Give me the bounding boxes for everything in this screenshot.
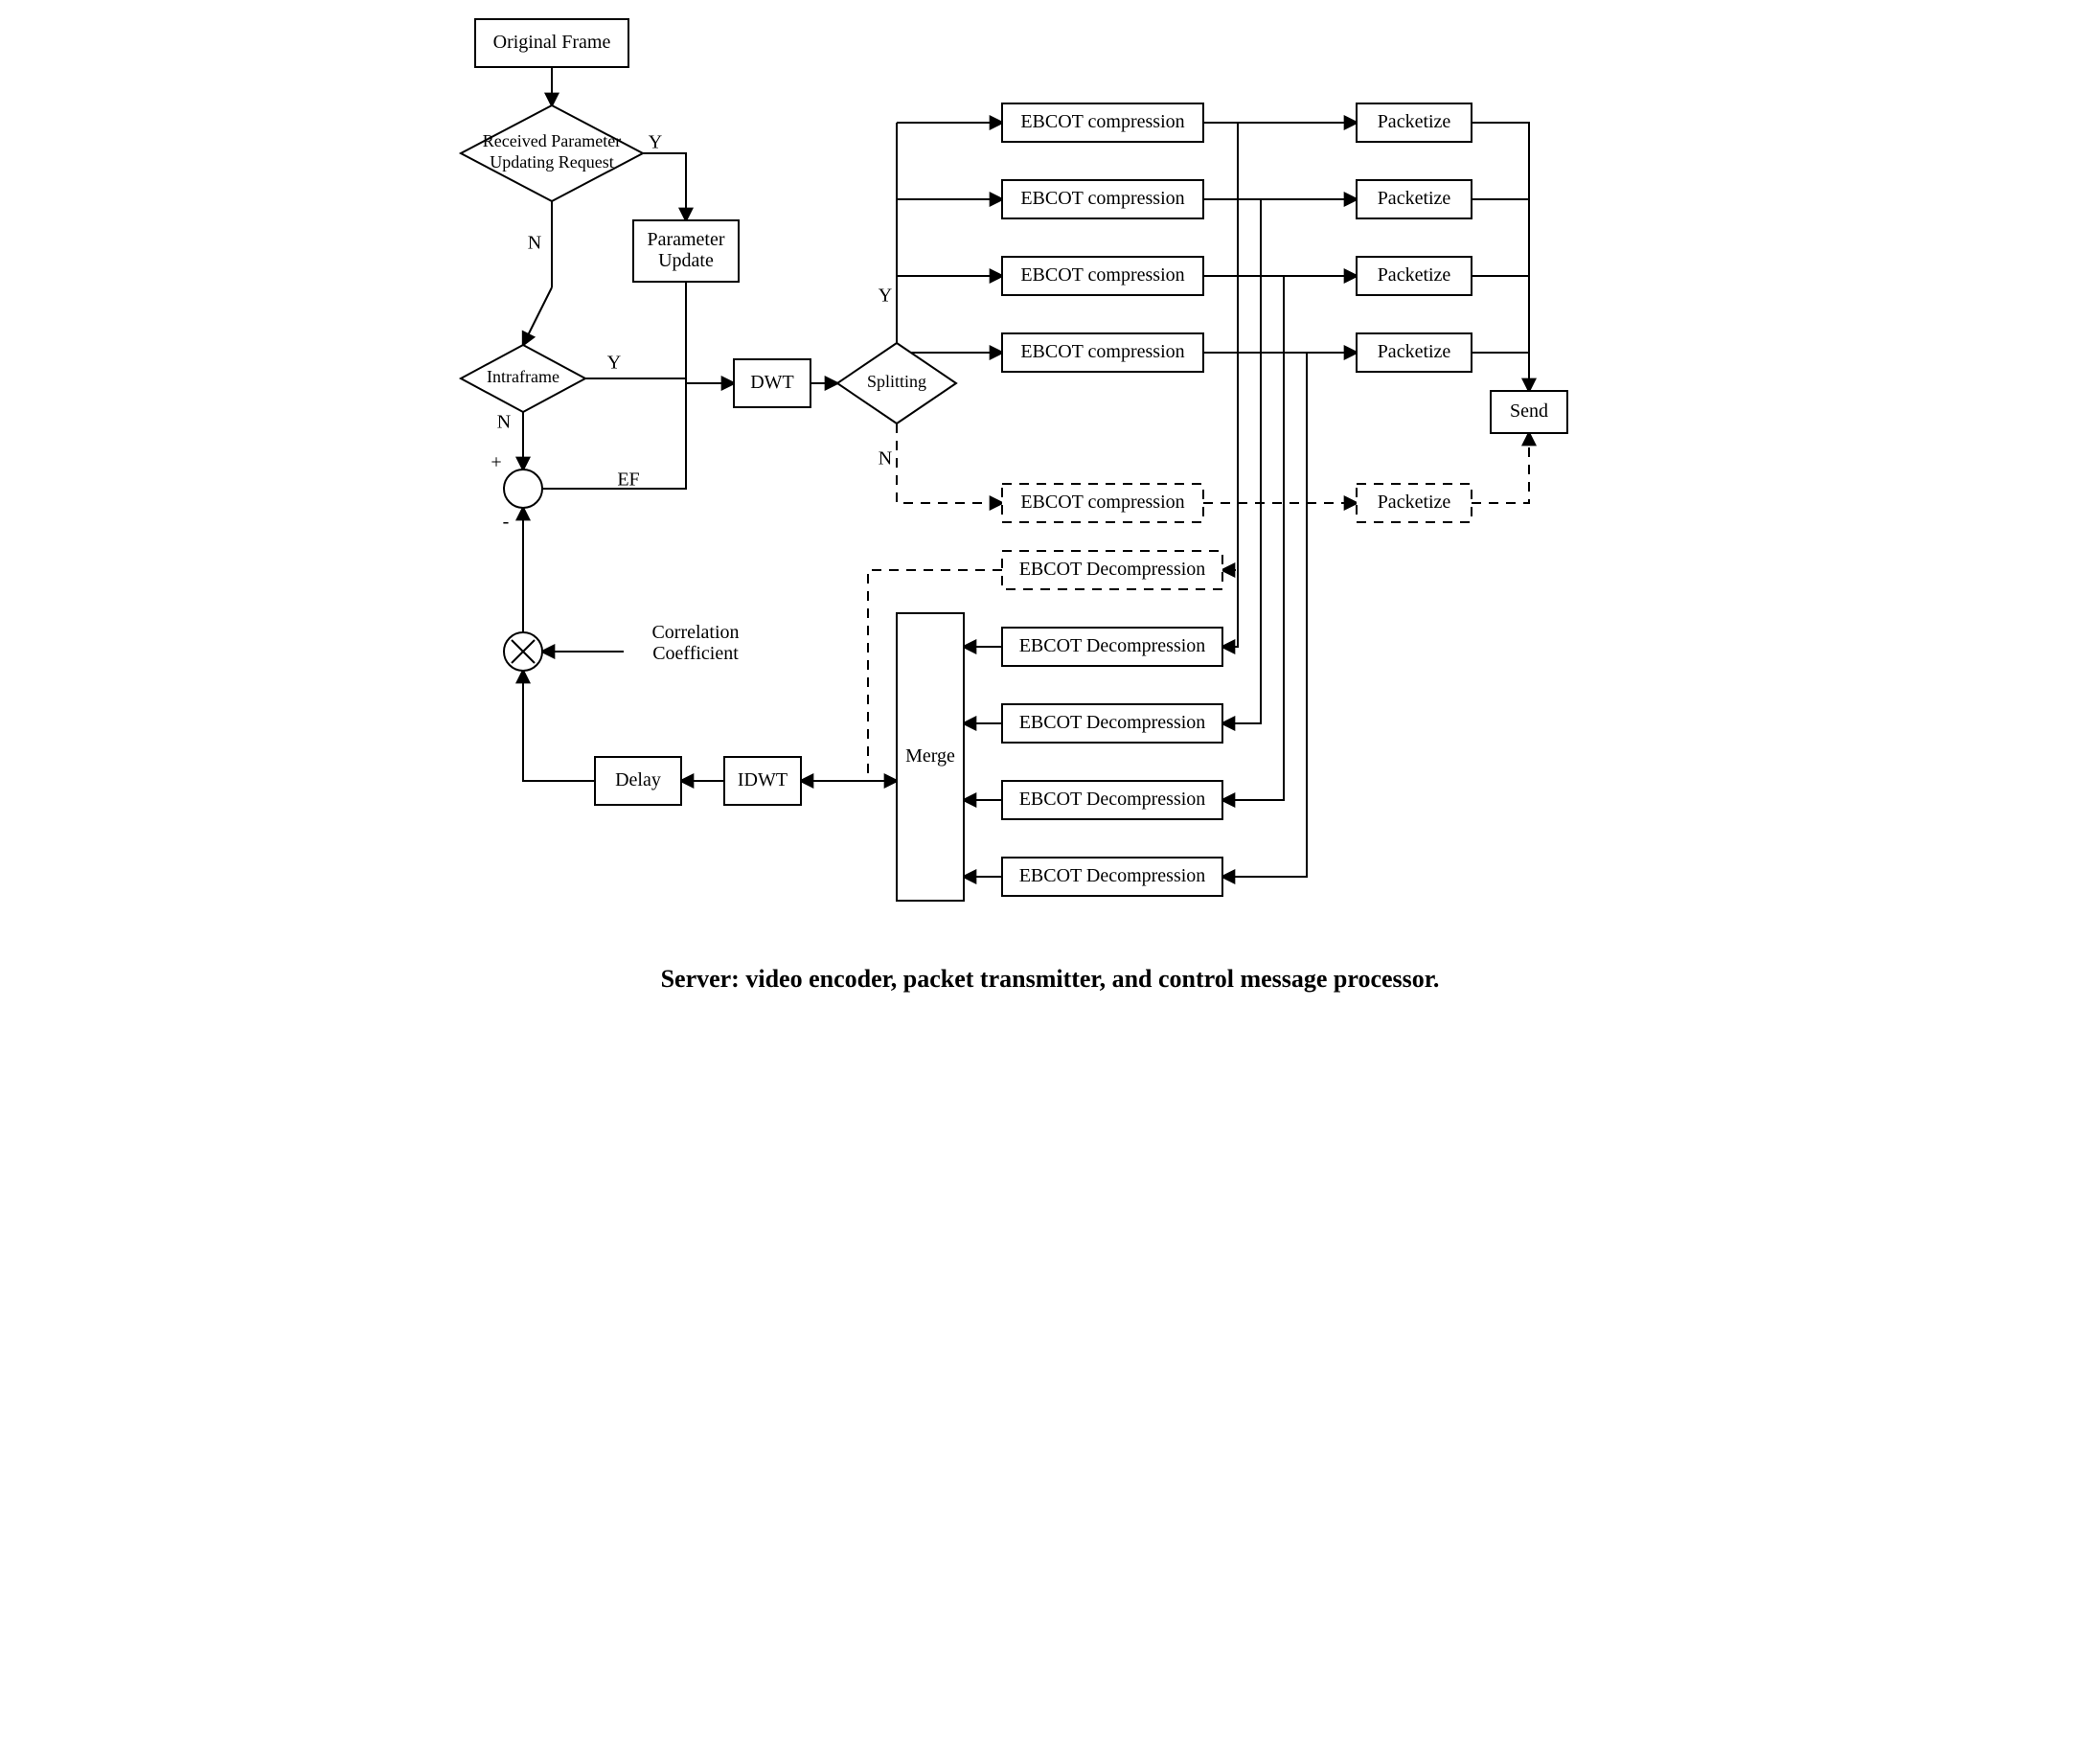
svg-text:EBCOT compression: EBCOT compression (1020, 111, 1184, 132)
svg-text:EBCOT Decompression: EBCOT Decompression (1019, 789, 1206, 810)
node-mult (504, 632, 542, 671)
svg-text:Packetize: Packetize (1378, 264, 1451, 286)
edge-20 (1472, 123, 1529, 391)
svg-text:IDWT: IDWT (738, 769, 788, 790)
svg-text:EBCOT Decompression: EBCOT Decompression (1019, 559, 1206, 580)
edge-7 (542, 383, 686, 489)
edge-25 (1222, 503, 1238, 570)
svg-text:Original Frame: Original Frame (493, 32, 611, 53)
svg-text:Packetize: Packetize (1378, 492, 1451, 513)
edge-28 (1222, 276, 1284, 800)
svg-text:DWT: DWT (750, 372, 794, 393)
edge-26 (1222, 123, 1238, 647)
edge-3 (523, 287, 552, 345)
svg-text:EBCOT compression: EBCOT compression (1020, 264, 1184, 286)
svg-text:Send: Send (1510, 401, 1548, 422)
svg-text:EBCOT Decompression: EBCOT Decompression (1019, 712, 1206, 733)
edge-37 (523, 671, 595, 781)
svg-text:Intraframe: Intraframe (487, 367, 559, 386)
svg-text:EBCOT Decompression: EBCOT Decompression (1019, 865, 1206, 886)
label-intraY: Y (607, 353, 621, 374)
edge-1 (643, 153, 686, 220)
label-recvN: N (528, 233, 541, 254)
svg-text:Packetize: Packetize (1378, 188, 1451, 209)
svg-text:Delay: Delay (615, 769, 661, 790)
label-EF: EF (617, 469, 639, 491)
label-intraN: N (497, 412, 511, 433)
svg-text:ParameterUpdate: ParameterUpdate (647, 229, 724, 271)
svg-text:EBCOT compression: EBCOT compression (1020, 492, 1184, 513)
svg-text:EBCOT compression: EBCOT compression (1020, 188, 1184, 209)
label-minus: - (503, 512, 510, 533)
edge-24 (1472, 433, 1529, 503)
svg-text:CorrelationCoefficient: CorrelationCoefficient (651, 622, 739, 664)
label-splitY: Y (879, 286, 892, 307)
flowchart-canvas: Original FrameReceived ParameterUpdating… (427, 0, 1673, 1035)
caption: Server: video encoder, packet transmitte… (661, 965, 1440, 993)
node-sum (504, 469, 542, 508)
label-splitN: N (879, 448, 892, 469)
svg-text:Splitting: Splitting (867, 372, 926, 391)
svg-text:Packetize: Packetize (1378, 111, 1451, 132)
svg-text:EBCOT compression: EBCOT compression (1020, 341, 1184, 362)
edge-4 (686, 282, 734, 383)
edge-29 (1222, 353, 1307, 877)
label-recvY: Y (649, 132, 662, 153)
svg-text:EBCOT Decompression: EBCOT Decompression (1019, 635, 1206, 656)
svg-text:Packetize: Packetize (1378, 341, 1451, 362)
svg-text:Merge: Merge (905, 745, 955, 767)
label-plus: + (491, 452, 501, 473)
edge-27 (1222, 199, 1261, 723)
edge-14 (897, 424, 1002, 503)
